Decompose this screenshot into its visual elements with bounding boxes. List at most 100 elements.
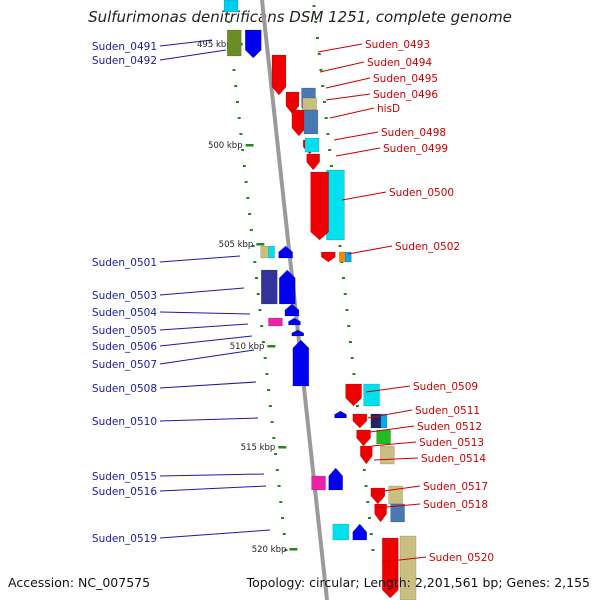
gene-label-Suden_0520[interactable]: Suden_0520	[429, 552, 494, 564]
gene-feature-27[interactable]	[345, 383, 362, 407]
gene-labels: Suden_0491 Suden_0492 Suden_0501 Suden_0503…	[92, 39, 494, 564]
gene-feature-36[interactable]	[380, 445, 395, 465]
gene-feature-1[interactable]	[245, 29, 262, 59]
gene-label-Suden_0493[interactable]: Suden_0493	[365, 39, 430, 51]
track-dot-24	[246, 197, 250, 199]
gene-feature-7[interactable]	[291, 109, 307, 137]
leader-line-right	[333, 131, 379, 141]
leader-line-right	[371, 441, 417, 447]
gene-feature-21[interactable]	[279, 269, 296, 305]
gene-feature-26[interactable]	[292, 339, 310, 387]
leader-line-right	[375, 485, 421, 493]
gene-label-Suden_0506[interactable]: Suden_0506	[92, 341, 157, 353]
gene-feature-19[interactable]	[345, 251, 352, 263]
gene-feature-22[interactable]	[284, 303, 300, 317]
gene-feature-17[interactable]	[321, 251, 336, 263]
gene-label-Suden_0505[interactable]: Suden_0505	[92, 325, 157, 337]
gene-label-Suden_0499[interactable]: Suden_0499	[383, 143, 448, 155]
leader-line-right	[375, 503, 421, 509]
gene-feature-45[interactable]	[382, 537, 399, 599]
gene-feature-12[interactable]	[326, 169, 345, 241]
gene-feature-16[interactable]	[278, 245, 293, 259]
gene-label-Suden_0510[interactable]: Suden_0510	[92, 416, 157, 428]
gene-label-Suden_0512[interactable]: Suden_0512	[417, 421, 482, 433]
gene-label-Suden_0492[interactable]: Suden_0492	[92, 55, 157, 67]
gene-label-Suden_0514[interactable]: Suden_0514	[421, 453, 486, 465]
gene-feature-38[interactable]	[328, 467, 343, 491]
gene-feature-33[interactable]	[356, 429, 371, 447]
gene-label-Suden_0495[interactable]: Suden_0495	[373, 73, 438, 85]
gene-feature-14[interactable]	[260, 245, 269, 259]
leader-line-left	[159, 529, 271, 539]
gene-feature-10[interactable]	[304, 137, 320, 153]
gene-feature-25[interactable]	[291, 329, 304, 337]
gene-label-Suden_0504[interactable]: Suden_0504	[92, 307, 157, 319]
gene-feature-32[interactable]	[380, 413, 388, 429]
gene-feature-41[interactable]	[390, 503, 405, 523]
gene-feature-30[interactable]	[352, 413, 368, 429]
gene-feature-37[interactable]	[311, 475, 326, 491]
gene-label-Suden_0496[interactable]: Suden_0496	[373, 89, 438, 101]
leader-line-left	[159, 49, 227, 61]
gene-label-Suden_0509[interactable]: Suden_0509	[413, 381, 478, 393]
gene-feature-42[interactable]	[374, 503, 387, 523]
gene-feature-44[interactable]	[352, 523, 368, 541]
gene-feature-28[interactable]	[363, 383, 380, 407]
leader-line-right	[373, 457, 419, 461]
gene-label-Suden_0500[interactable]: Suden_0500	[389, 187, 454, 199]
kbp-tick-mark	[256, 243, 265, 246]
track-dot-32	[253, 261, 257, 263]
leader-line-right	[381, 556, 427, 563]
leader-line-right	[341, 191, 387, 201]
gene-feature-35[interactable]	[360, 445, 373, 465]
gene-feature-24[interactable]	[288, 317, 301, 326]
gene-feature-8[interactable]	[303, 109, 319, 135]
gene-label-Suden_0518[interactable]: Suden_0518	[423, 499, 488, 511]
gene-label-Suden_0501[interactable]: Suden_0501	[92, 257, 157, 269]
gene-label-Suden_0511[interactable]: Suden_0511	[415, 405, 480, 417]
gene-label-Suden_0515[interactable]: Suden_0515	[92, 471, 157, 483]
track-dot-21	[329, 165, 333, 167]
gene-feature-6[interactable]	[302, 97, 317, 111]
gene-label-Suden_0517[interactable]: Suden_0517	[423, 481, 488, 493]
gene-feature-23[interactable]	[268, 317, 283, 327]
gene-feature-29[interactable]	[334, 410, 347, 419]
gene-feature-43[interactable]	[332, 523, 350, 541]
track-dot-37	[343, 293, 347, 295]
gene-feature-15[interactable]	[268, 245, 275, 259]
gene-label-Suden_0503[interactable]: Suden_0503	[92, 290, 157, 302]
gene-label-Suden_0507[interactable]: Suden_0507	[92, 359, 157, 371]
gene-label-Suden_0491[interactable]: Suden_0491	[92, 41, 157, 53]
track-dot-28	[249, 229, 253, 231]
gene-feature-20[interactable]	[261, 269, 278, 305]
gene-label-Suden_0513[interactable]: Suden_0513	[419, 437, 484, 449]
gene-label-Suden_0502[interactable]: Suden_0502	[395, 241, 460, 253]
gene-feature-34[interactable]	[376, 429, 391, 445]
track-dot-52	[270, 421, 274, 423]
leader-line-left	[159, 417, 259, 422]
gene-feature-13[interactable]	[310, 171, 329, 241]
gene-feature-2[interactable]	[223, 0, 239, 13]
track-dot-62	[279, 501, 283, 503]
gene-label-Suden_0498[interactable]: Suden_0498	[381, 127, 446, 139]
kbp-tick-label: 520 kbp	[252, 545, 287, 555]
gene-label-Suden_0494[interactable]: Suden_0494	[367, 57, 432, 69]
track-dot-11	[321, 85, 325, 87]
gene-feature-3[interactable]	[271, 54, 287, 96]
gene-label-hisD[interactable]: hisD	[377, 103, 400, 115]
track-dot-16	[239, 133, 243, 135]
gene-feature-39[interactable]	[370, 487, 386, 505]
gene-label-Suden_0508[interactable]: Suden_0508	[92, 383, 157, 395]
leader-line-left	[159, 349, 255, 365]
track-dot-20	[242, 165, 246, 167]
gene-feature-0[interactable]	[227, 29, 242, 57]
gene-feature-46[interactable]	[399, 535, 417, 600]
gene-label-Suden_0519[interactable]: Suden_0519	[92, 533, 157, 545]
track-dot-42	[261, 341, 265, 343]
leader-line-right	[325, 93, 371, 101]
gene-feature-11[interactable]	[306, 153, 320, 171]
gene-label-Suden_0516[interactable]: Suden_0516	[92, 486, 157, 498]
gene-feature-18[interactable]	[339, 251, 346, 263]
track-dot-39	[345, 309, 349, 311]
